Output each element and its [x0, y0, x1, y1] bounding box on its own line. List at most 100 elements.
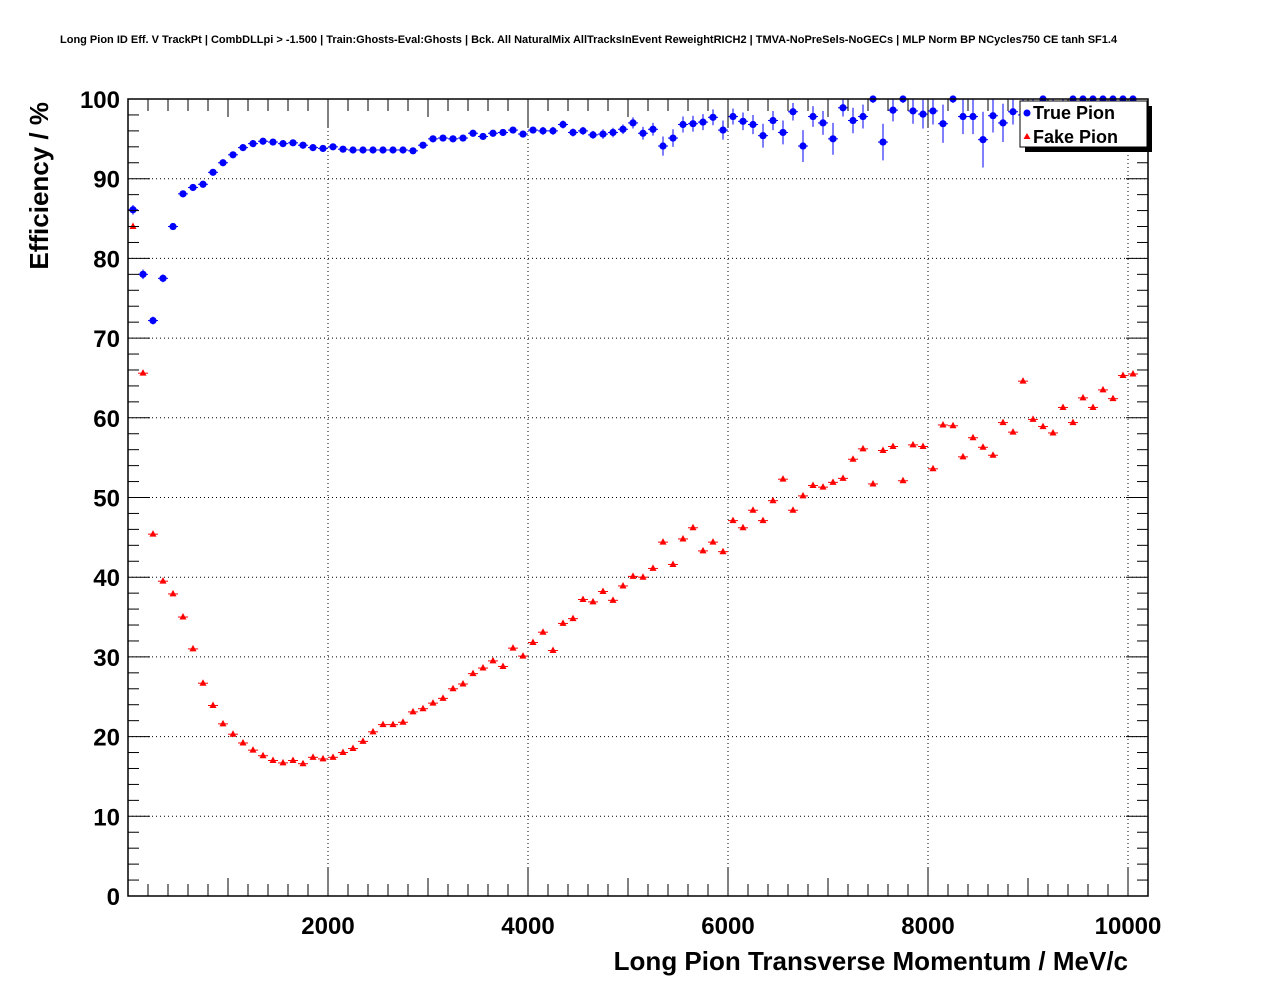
true-pion-marker	[129, 206, 137, 214]
fake-pion-point	[468, 669, 478, 677]
true-pion-point	[288, 139, 298, 147]
fake-pion-marker	[939, 420, 947, 428]
true-pion-point	[148, 316, 158, 325]
legend-marker-fake-pion	[1023, 133, 1031, 139]
fake-pion-marker	[169, 589, 177, 597]
fake-pion-point	[608, 596, 618, 603]
true-pion-point	[748, 114, 758, 135]
fake-pion-point	[678, 534, 688, 542]
true-pion-point	[838, 99, 848, 117]
true-pion-marker	[839, 104, 847, 112]
true-pion-point	[928, 99, 938, 125]
legend: True Pion Fake Pion	[1019, 100, 1152, 152]
true-pion-point	[428, 135, 438, 143]
axes: 0 10 20 30 40 50 60 70 80 90 100 2000 4000 6000 8000 10…	[80, 87, 1161, 940]
fake-pion-marker	[309, 753, 317, 760]
true-pion-marker	[659, 142, 667, 150]
true-pion-point	[778, 120, 788, 145]
fake-pion-point	[168, 589, 178, 597]
true-pion-point	[158, 274, 168, 283]
fake-pion-marker	[899, 476, 907, 484]
true-pion-point	[338, 145, 348, 153]
fake-pion-point	[218, 719, 228, 727]
true-pion-point	[588, 130, 598, 139]
fake-pion-point	[378, 720, 388, 728]
true-pion-point	[758, 123, 768, 148]
true-pion-marker	[499, 128, 507, 137]
legend-label-fake-pion: Fake Pion	[1033, 127, 1118, 147]
true-pion-point	[858, 104, 868, 129]
legend-label-true-pion: True Pion	[1033, 103, 1115, 123]
true-pion-marker	[239, 144, 247, 152]
fake-pion-marker	[609, 596, 617, 603]
fake-pion-point	[268, 756, 278, 764]
true-pion-marker	[469, 129, 477, 137]
true-pion-point	[548, 126, 558, 135]
true-pion-marker	[789, 108, 797, 116]
true-pion-marker	[969, 112, 977, 121]
fake-pion-marker	[569, 614, 577, 622]
true-pion-marker	[279, 140, 287, 148]
fake-pion-point	[1108, 394, 1118, 402]
fake-pion-point	[388, 720, 398, 728]
fake-pion-marker	[199, 679, 207, 686]
true-pion-point	[278, 140, 288, 148]
x-axis-label: Long Pion Transverse Momentum / MeV/c	[614, 946, 1128, 976]
true-pion-point	[418, 141, 428, 149]
fake-pion-marker	[319, 754, 327, 762]
fake-pion-marker	[649, 564, 657, 571]
fake-pion-point	[1038, 422, 1048, 430]
true-pion-marker	[679, 120, 687, 129]
fake-pion-marker	[189, 644, 197, 652]
true-pion-point	[488, 129, 498, 137]
fake-pion-marker	[799, 491, 807, 499]
true-pion-marker	[669, 134, 677, 142]
fake-pion-point	[288, 756, 298, 764]
x-tick-label: 10000	[1095, 913, 1162, 940]
fake-pion-marker	[1039, 422, 1047, 430]
true-pion-marker	[849, 116, 857, 125]
true-pion-point	[538, 126, 548, 135]
true-pion-point	[478, 132, 488, 141]
true-pion-marker	[709, 113, 717, 121]
y-axis-label: Efficiency / %	[24, 102, 54, 270]
fake-pion-marker	[179, 613, 187, 620]
fake-pion-marker	[919, 442, 927, 449]
fake-pion-marker	[469, 669, 477, 677]
fake-pion-point	[128, 222, 138, 230]
fake-pion-marker	[139, 369, 147, 376]
true-pion-marker	[749, 120, 757, 129]
true-pion-point	[918, 99, 928, 129]
true-pion-point	[248, 140, 258, 148]
fake-pion-point	[498, 662, 508, 669]
fake-pion-point	[318, 754, 328, 762]
fake-pion-point	[588, 597, 598, 605]
fake-pion-marker	[129, 222, 137, 230]
fake-pion-point	[928, 464, 938, 472]
true-pion-marker	[359, 146, 367, 154]
true-pion-point	[558, 120, 568, 129]
fake-pion-marker	[909, 440, 917, 448]
fake-pion-marker	[619, 581, 627, 589]
fake-pion-point	[778, 475, 788, 482]
fake-pion-point	[688, 523, 698, 531]
true-pion-marker	[539, 127, 547, 135]
fake-pion-marker	[489, 656, 497, 664]
fake-pion-marker	[539, 628, 547, 635]
fake-pion-point	[228, 730, 238, 737]
true-pion-marker	[809, 112, 817, 121]
true-pion-marker	[229, 151, 237, 159]
true-pion-point	[908, 99, 918, 124]
fake-pion-point	[338, 748, 348, 756]
true-pion-marker	[859, 112, 867, 121]
fake-pion-marker	[929, 464, 937, 472]
true-pion-marker	[609, 128, 617, 137]
fake-pion-marker	[829, 478, 837, 485]
true-pion-point	[718, 120, 728, 140]
fake-pion-point	[838, 474, 848, 481]
true-pion-point	[398, 146, 408, 154]
true-pion-point	[878, 123, 888, 161]
fake-pion-point	[348, 744, 358, 752]
fake-pion-point	[328, 753, 338, 760]
